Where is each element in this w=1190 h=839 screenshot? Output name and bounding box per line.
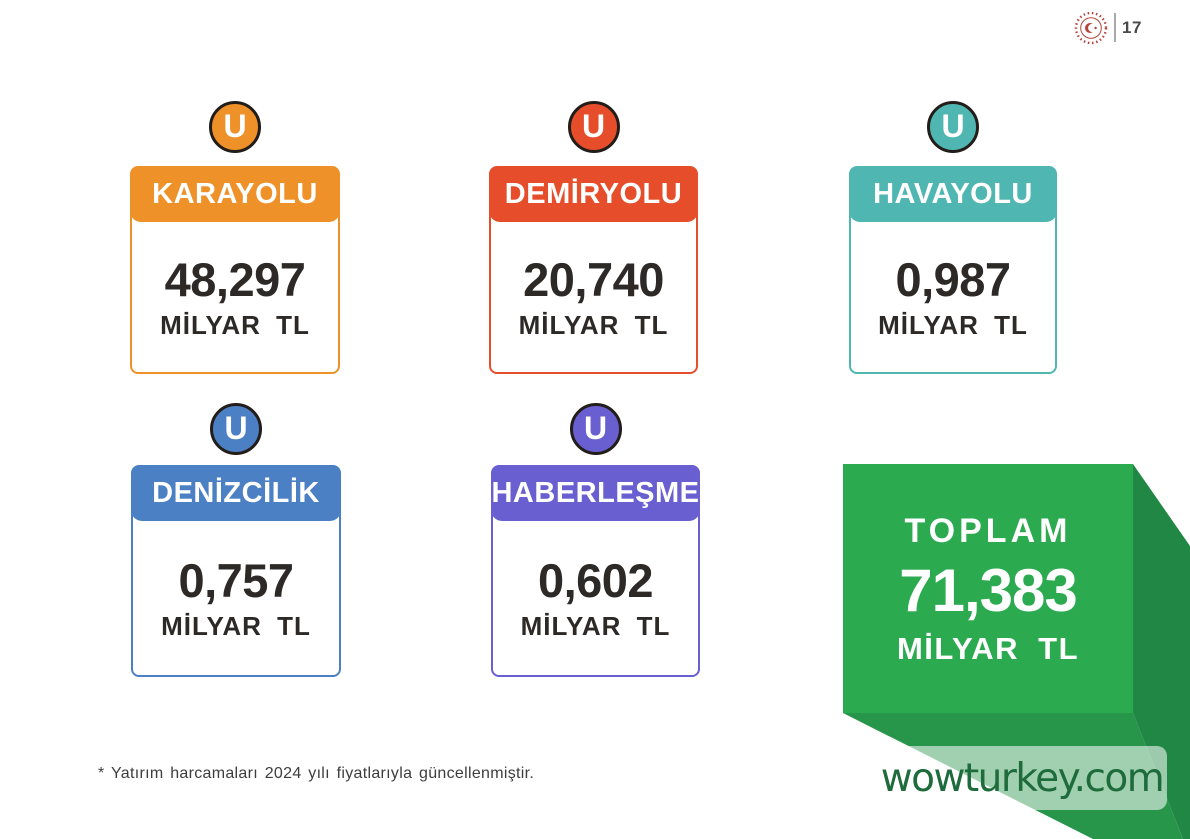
- ministry-seal-icon: [1074, 11, 1108, 45]
- u-logo-icon: U: [941, 108, 965, 144]
- cube-right-face: [1133, 464, 1190, 839]
- total-label: TOPLAM: [904, 511, 1072, 550]
- stat-card-demiryolu: U DEMİRYOLU 20,740 MİLYAR TL: [489, 101, 698, 374]
- card-box: DEMİRYOLU 20,740 MİLYAR TL: [489, 166, 698, 374]
- card-body: 48,297 MİLYAR TL: [132, 222, 338, 372]
- card-unit: MİLYAR TL: [161, 611, 311, 641]
- card-title: DEMİRYOLU: [504, 177, 683, 210]
- card-unit: MİLYAR TL: [520, 611, 671, 641]
- footnote-text: * Yatırım harcamaları 2024 yılı fiyatlar…: [98, 765, 535, 782]
- stat-card-denizcilik: U DENİZCİLİK 0,757 MİLYAR TL: [131, 403, 341, 677]
- u-logo-icon: U: [583, 410, 608, 446]
- stat-card-karayolu: U KARAYOLU 48,297 MİLYAR TL: [130, 101, 340, 374]
- card-value: 20,740: [523, 253, 664, 306]
- u-logo-badge: U: [569, 403, 622, 455]
- card-title: DENİZCİLİK: [152, 476, 320, 509]
- card-box: DENİZCİLİK 0,757 MİLYAR TL: [131, 465, 341, 677]
- total-value: 71,383: [899, 556, 1078, 624]
- u-logo-icon: U: [224, 410, 248, 446]
- card-header: DEMİRYOLU: [489, 166, 698, 222]
- u-logo-badge: U: [209, 101, 261, 153]
- card-unit: MİLYAR TL: [160, 310, 310, 340]
- total-block: TOPLAM 71,383 MİLYAR TL: [843, 464, 1133, 713]
- card-body: 0,987 MİLYAR TL: [851, 222, 1055, 372]
- u-logo-badge: U: [567, 101, 620, 153]
- card-value: 0,987: [895, 253, 1011, 306]
- card-body: 0,757 MİLYAR TL: [133, 521, 339, 675]
- card-header: KARAYOLU: [130, 166, 340, 222]
- u-logo-icon: U: [223, 108, 247, 144]
- header-divider: [1114, 13, 1116, 42]
- card-title: HAVAYOLU: [873, 177, 1033, 210]
- u-logo-icon: U: [581, 108, 606, 144]
- cube-front-face: [843, 464, 1133, 713]
- card-title: HABERLEŞME: [491, 476, 700, 509]
- stat-card-havayolu: U HAVAYOLU 0,987 MİLYAR TL: [849, 101, 1057, 374]
- watermark-text: wowturkey.com: [880, 755, 1165, 801]
- card-header: HABERLEŞME: [491, 465, 700, 521]
- u-logo-badge: U: [210, 403, 262, 455]
- card-box: KARAYOLU 48,297 MİLYAR TL: [130, 166, 340, 374]
- card-value: 48,297: [164, 253, 306, 306]
- stat-card-haberlesme: U HABERLEŞME 0,602 MİLYAR TL: [491, 403, 700, 677]
- card-header: DENİZCİLİK: [131, 465, 341, 521]
- card-unit: MİLYAR TL: [518, 310, 669, 340]
- total-cube: [843, 464, 1190, 839]
- card-box: HABERLEŞME 0,602 MİLYAR TL: [491, 465, 700, 677]
- u-logo-badge: U: [927, 101, 979, 153]
- total-unit: MİLYAR TL: [896, 630, 1080, 666]
- card-value: 0,757: [178, 554, 294, 607]
- card-value: 0,602: [537, 554, 654, 607]
- page-number: 17: [1122, 18, 1142, 37]
- card-body: 20,740 MİLYAR TL: [491, 222, 696, 372]
- watermark: wowturkey.com: [877, 746, 1167, 810]
- card-unit: MİLYAR TL: [878, 310, 1028, 340]
- card-body: 0,602 MİLYAR TL: [493, 521, 698, 675]
- card-header: HAVAYOLU: [849, 166, 1057, 222]
- card-title: KARAYOLU: [152, 177, 318, 210]
- card-box: HAVAYOLU 0,987 MİLYAR TL: [849, 166, 1057, 374]
